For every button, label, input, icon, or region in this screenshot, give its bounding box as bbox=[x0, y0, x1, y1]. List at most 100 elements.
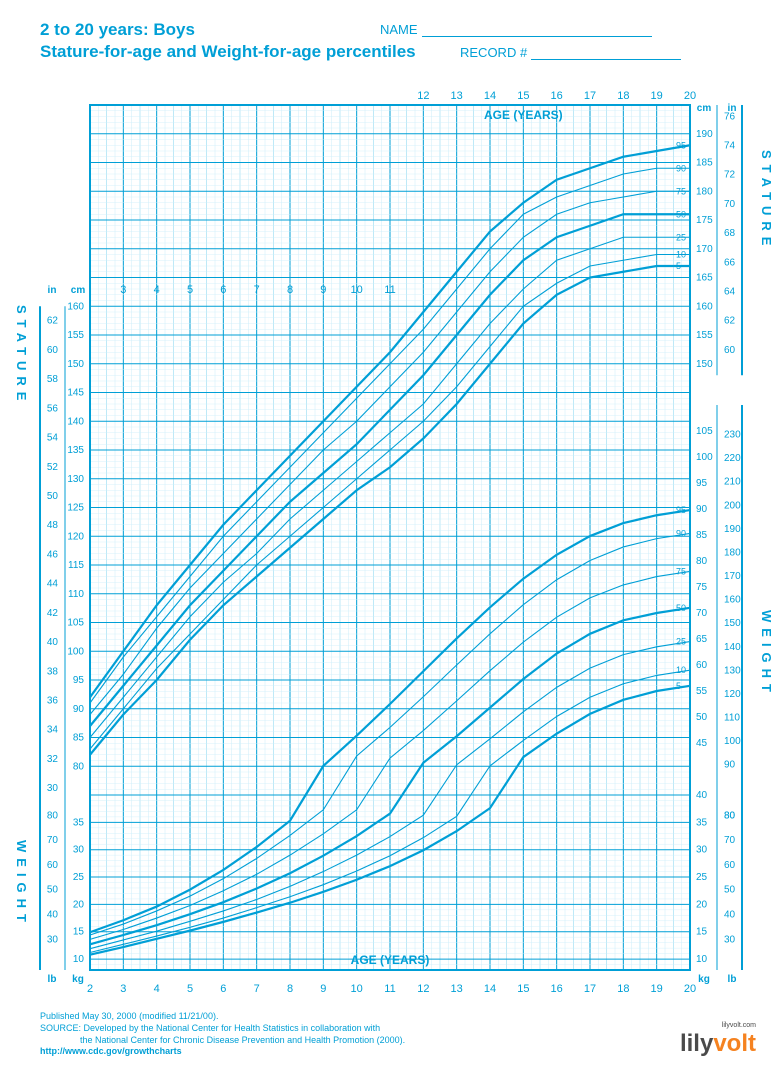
svg-text:180: 180 bbox=[724, 547, 741, 558]
svg-text:25: 25 bbox=[696, 872, 708, 883]
svg-text:105: 105 bbox=[696, 426, 713, 437]
svg-text:4: 4 bbox=[154, 983, 160, 995]
svg-text:80: 80 bbox=[73, 761, 85, 772]
svg-text:185: 185 bbox=[696, 158, 713, 169]
svg-text:9: 9 bbox=[320, 284, 326, 296]
svg-text:180: 180 bbox=[696, 186, 713, 197]
svg-text:80: 80 bbox=[47, 810, 59, 821]
svg-text:115: 115 bbox=[68, 560, 84, 571]
svg-text:62: 62 bbox=[47, 316, 59, 327]
svg-text:160: 160 bbox=[696, 301, 713, 312]
svg-text:10: 10 bbox=[696, 954, 708, 965]
svg-text:74: 74 bbox=[724, 140, 736, 151]
svg-text:210: 210 bbox=[724, 477, 741, 488]
svg-text:72: 72 bbox=[724, 170, 736, 181]
svg-text:5: 5 bbox=[676, 681, 681, 691]
svg-text:140: 140 bbox=[724, 642, 741, 653]
svg-text:75: 75 bbox=[676, 186, 686, 196]
svg-text:48: 48 bbox=[47, 520, 59, 531]
svg-text:200: 200 bbox=[724, 500, 741, 511]
svg-text:15: 15 bbox=[517, 983, 529, 995]
svg-text:100: 100 bbox=[724, 736, 741, 747]
svg-text:10: 10 bbox=[676, 250, 686, 260]
svg-text:32: 32 bbox=[47, 754, 59, 765]
svg-text:95: 95 bbox=[696, 478, 708, 489]
svg-text:30: 30 bbox=[696, 845, 708, 856]
svg-text:60: 60 bbox=[696, 660, 708, 671]
svg-text:175: 175 bbox=[696, 215, 713, 226]
svg-text:3: 3 bbox=[120, 983, 126, 995]
svg-text:60: 60 bbox=[47, 345, 59, 356]
svg-text:kg: kg bbox=[698, 974, 710, 985]
svg-text:42: 42 bbox=[47, 608, 59, 619]
svg-text:68: 68 bbox=[724, 228, 736, 239]
svg-text:95: 95 bbox=[73, 675, 85, 686]
svg-text:100: 100 bbox=[67, 646, 84, 657]
svg-text:62: 62 bbox=[724, 316, 736, 327]
svg-text:5: 5 bbox=[187, 983, 193, 995]
svg-text:kg: kg bbox=[72, 974, 84, 985]
growth-chart: 5102550759095510255075909523456789101112… bbox=[10, 75, 770, 1015]
growth-chart-svg: 5102550759095510255075909523456789101112… bbox=[10, 75, 770, 1015]
svg-text:11: 11 bbox=[384, 284, 395, 296]
svg-text:135: 135 bbox=[67, 445, 84, 456]
svg-text:34: 34 bbox=[47, 725, 59, 736]
svg-text:190: 190 bbox=[696, 129, 713, 140]
svg-text:85: 85 bbox=[73, 733, 85, 744]
svg-text:14: 14 bbox=[484, 90, 496, 102]
svg-text:40: 40 bbox=[724, 910, 736, 921]
svg-text:18: 18 bbox=[617, 90, 629, 102]
name-underline[interactable] bbox=[422, 36, 652, 37]
svg-text:110: 110 bbox=[724, 713, 740, 724]
svg-text:55: 55 bbox=[696, 686, 708, 697]
svg-text:35: 35 bbox=[696, 817, 708, 828]
svg-text:in: in bbox=[728, 103, 737, 114]
svg-text:13: 13 bbox=[451, 90, 463, 102]
record-underline[interactable] bbox=[531, 59, 681, 60]
lilyvolt-logo: lilyvolt.comlilyvolt bbox=[680, 1030, 756, 1058]
svg-text:19: 19 bbox=[651, 90, 663, 102]
svg-text:58: 58 bbox=[47, 374, 59, 385]
svg-text:6: 6 bbox=[220, 983, 226, 995]
svg-text:46: 46 bbox=[47, 549, 59, 560]
svg-text:15: 15 bbox=[517, 90, 529, 102]
record-field-line: RECORD # bbox=[460, 45, 681, 60]
svg-text:90: 90 bbox=[724, 760, 736, 771]
svg-text:60: 60 bbox=[47, 860, 59, 871]
name-label: NAME bbox=[380, 22, 418, 37]
svg-text:75: 75 bbox=[696, 582, 708, 593]
svg-text:38: 38 bbox=[47, 666, 59, 677]
svg-text:18: 18 bbox=[617, 983, 629, 995]
svg-text:30: 30 bbox=[47, 934, 59, 945]
svg-text:3: 3 bbox=[120, 284, 126, 296]
svg-text:150: 150 bbox=[696, 359, 713, 370]
svg-text:36: 36 bbox=[47, 695, 59, 706]
svg-text:140: 140 bbox=[67, 416, 84, 427]
svg-text:20: 20 bbox=[684, 90, 696, 102]
svg-text:130: 130 bbox=[724, 665, 741, 676]
svg-text:2: 2 bbox=[87, 983, 93, 995]
svg-text:125: 125 bbox=[67, 503, 84, 514]
svg-text:cm: cm bbox=[71, 285, 86, 296]
svg-text:120: 120 bbox=[724, 689, 741, 700]
svg-text:170: 170 bbox=[724, 571, 741, 582]
svg-text:64: 64 bbox=[724, 287, 736, 298]
svg-text:25: 25 bbox=[676, 637, 686, 647]
svg-text:4: 4 bbox=[154, 284, 160, 296]
svg-text:11: 11 bbox=[384, 983, 395, 995]
svg-text:20: 20 bbox=[684, 983, 696, 995]
svg-text:15: 15 bbox=[696, 927, 708, 938]
svg-text:130: 130 bbox=[67, 474, 84, 485]
name-field-line: NAME bbox=[380, 22, 652, 37]
svg-text:80: 80 bbox=[724, 810, 736, 821]
svg-text:105: 105 bbox=[67, 618, 84, 629]
svg-text:17: 17 bbox=[584, 90, 596, 102]
svg-text:in: in bbox=[48, 285, 57, 296]
svg-text:17: 17 bbox=[584, 983, 596, 995]
svg-text:10: 10 bbox=[676, 665, 686, 675]
svg-text:90: 90 bbox=[73, 704, 85, 715]
svg-text:52: 52 bbox=[47, 462, 59, 473]
svg-text:90: 90 bbox=[676, 163, 686, 173]
svg-text:70: 70 bbox=[47, 835, 59, 846]
svg-text:50: 50 bbox=[47, 491, 59, 502]
